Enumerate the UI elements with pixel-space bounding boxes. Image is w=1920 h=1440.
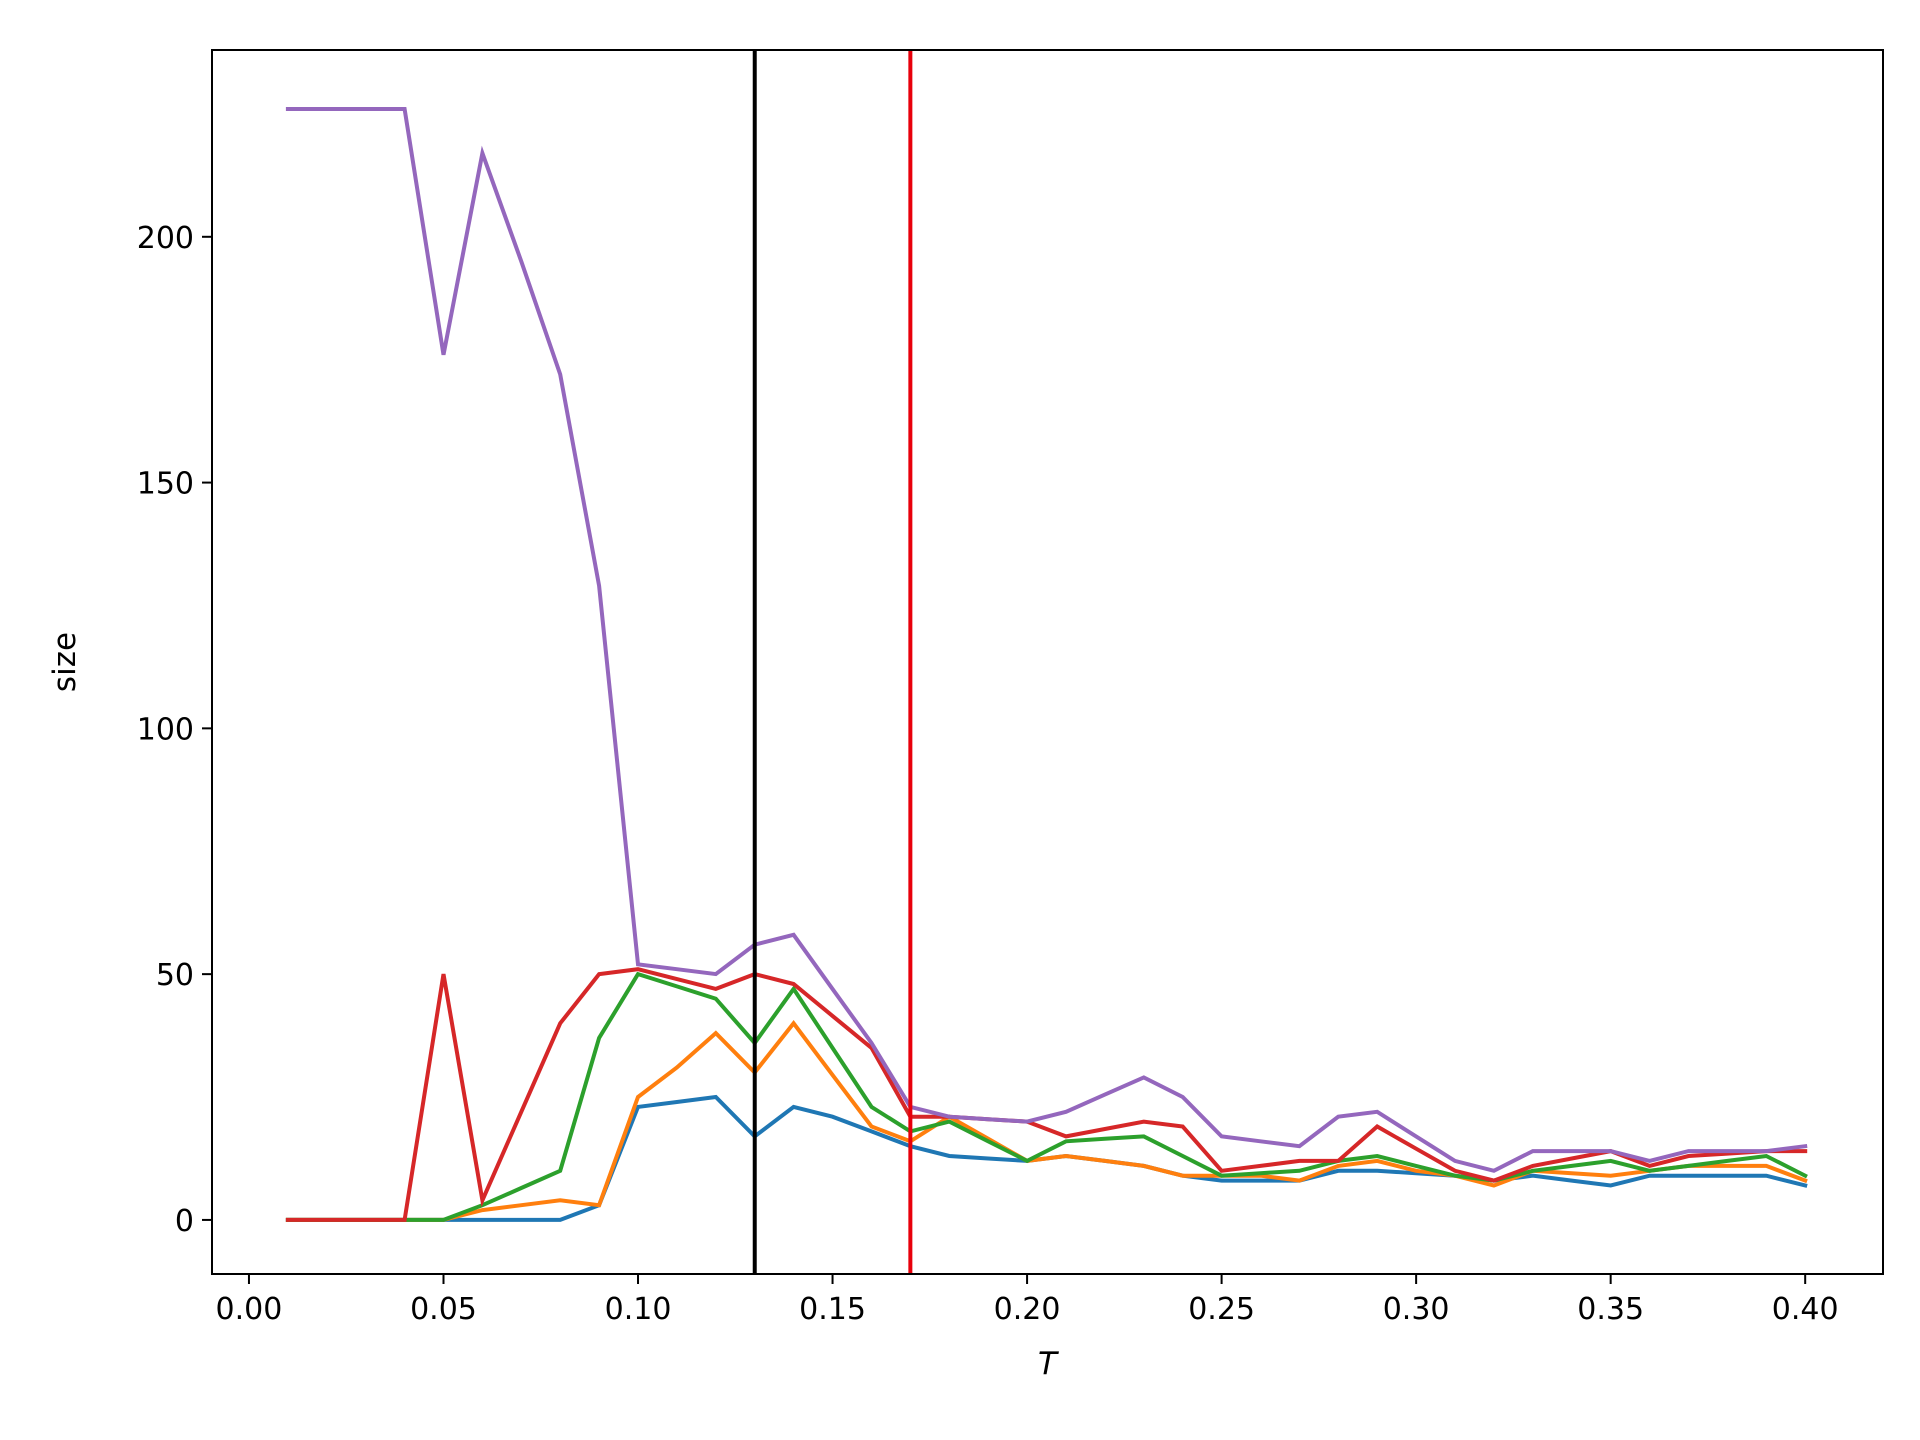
series-line-3: [285, 971, 1808, 1222]
y-axis-ticks: 0 50 100 150 200: [137, 221, 212, 1239]
x-tick-label: 0.20: [994, 1292, 1061, 1327]
y-axis-label: size: [47, 632, 83, 692]
series-line-4: [285, 967, 1808, 1222]
y-tick-label: 50: [156, 958, 194, 993]
y-tick-label: 200: [137, 221, 194, 256]
series-line-5: [285, 107, 1808, 1173]
plot-frame: [211, 49, 1884, 1275]
x-tick-label: 0.15: [799, 1292, 866, 1327]
x-axis-ticks: 0.00 0.05 0.10 0.15 0.20 0.25 0.30 0.35 0.40: [216, 1274, 1839, 1327]
y-tick-label: 150: [137, 467, 194, 502]
y-tick-label: 0: [175, 1204, 194, 1239]
x-tick-label: 0.30: [1383, 1292, 1450, 1327]
x-axis-label: T: [1038, 1346, 1059, 1382]
series-layer: [285, 107, 1808, 1222]
x-tick-label: 0.00: [216, 1292, 283, 1327]
reference-lines: [752, 50, 913, 1274]
x-tick-label: 0.35: [1577, 1292, 1644, 1327]
x-tick-label: 0.25: [1188, 1292, 1255, 1327]
x-tick-label: 0.40: [1772, 1292, 1839, 1327]
y-tick-label: 100: [137, 712, 194, 747]
x-tick-label: 0.05: [410, 1292, 477, 1327]
x-tick-label: 0.10: [605, 1292, 672, 1327]
series-line-2: [285, 1020, 1808, 1222]
